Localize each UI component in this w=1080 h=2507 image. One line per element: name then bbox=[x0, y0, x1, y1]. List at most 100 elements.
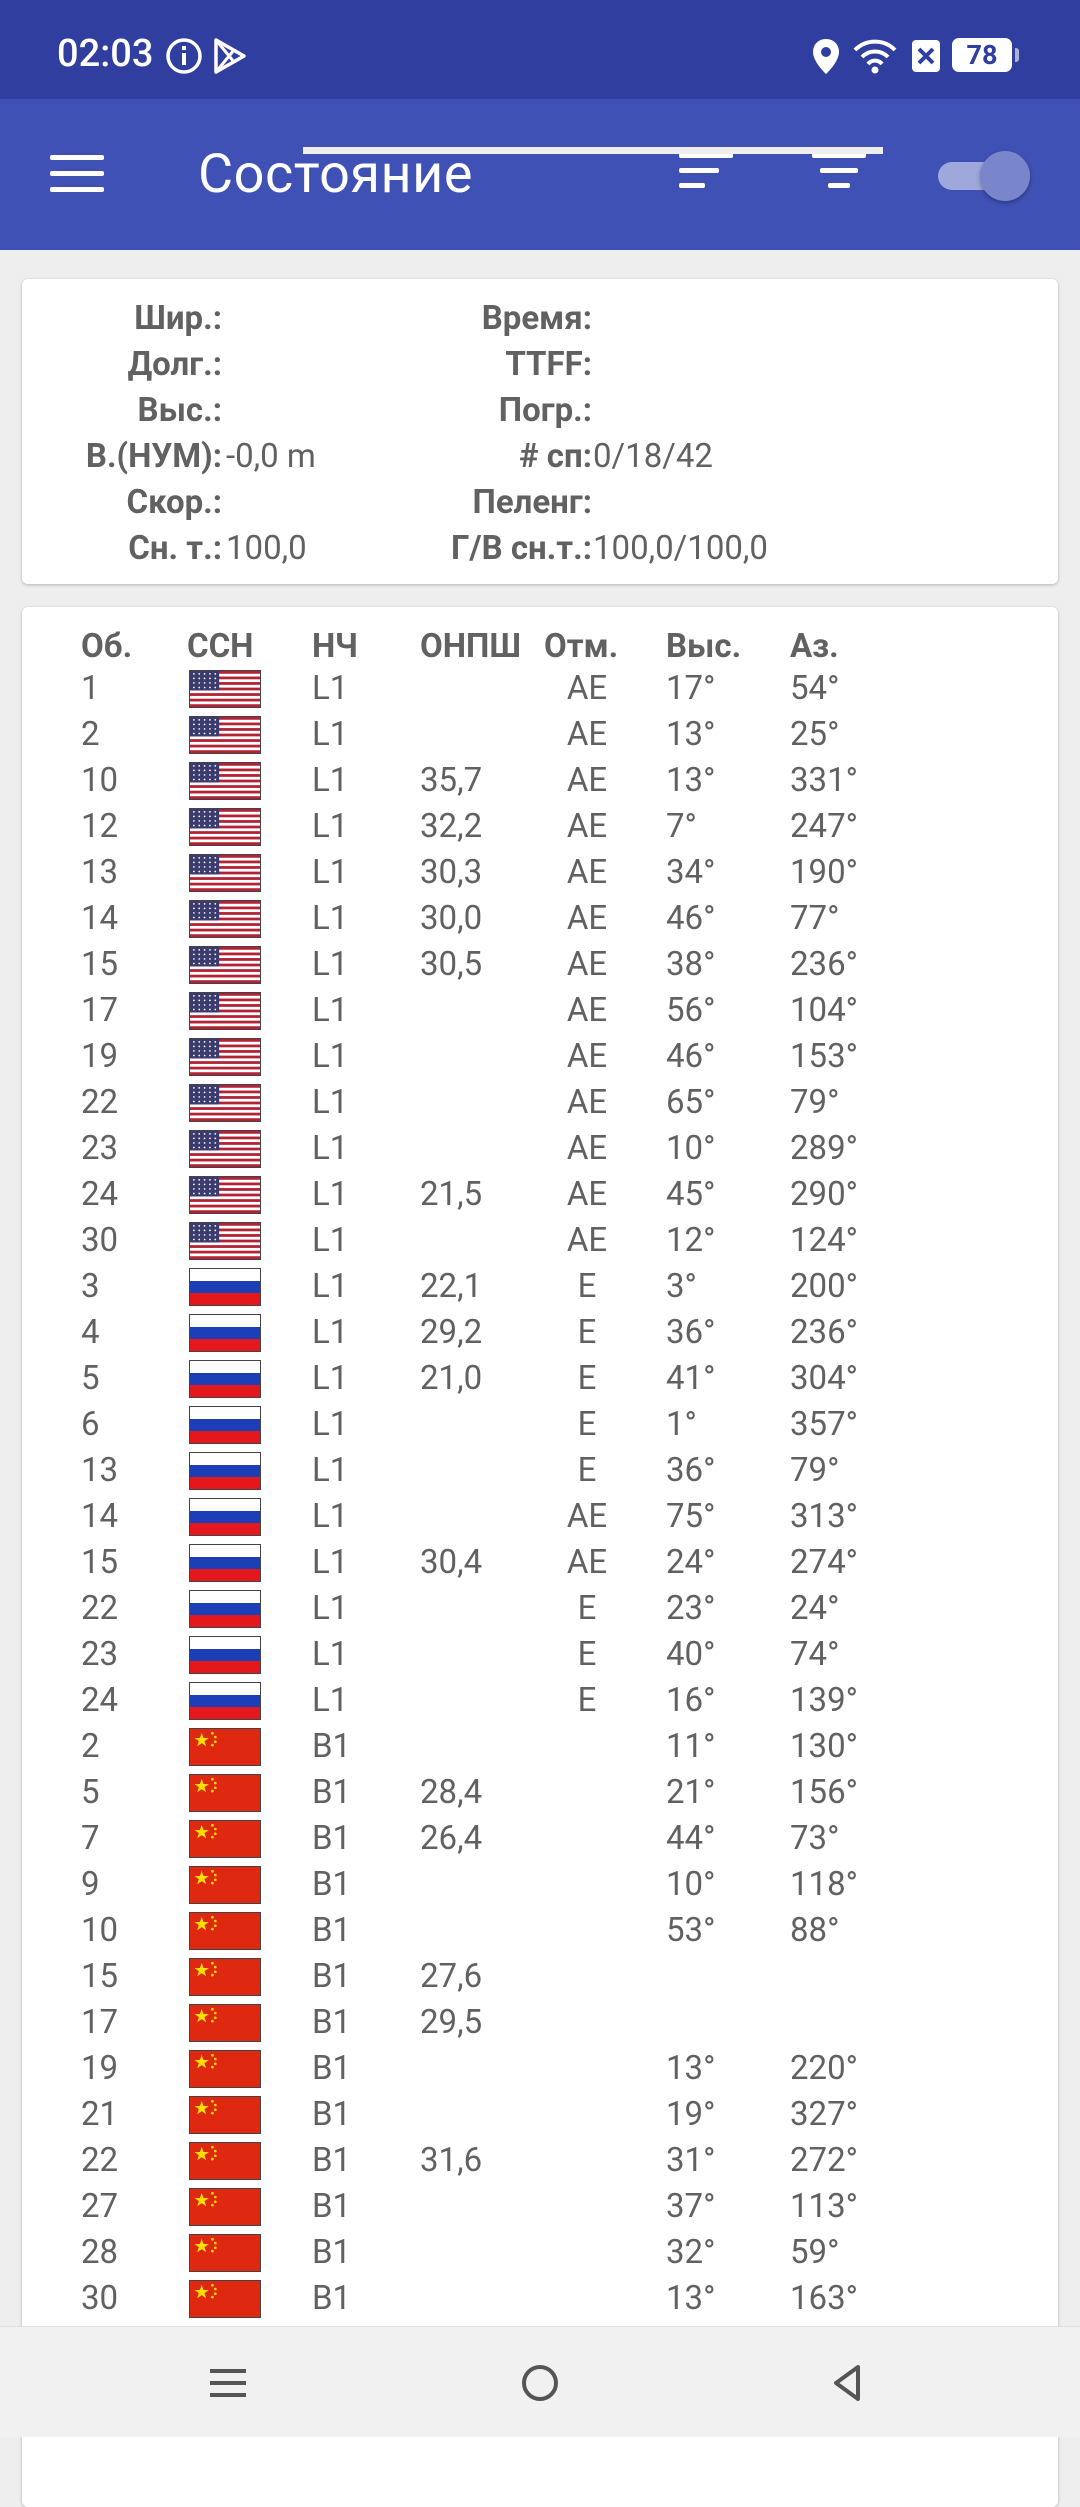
sat-elevation: 23° bbox=[666, 1589, 716, 1628]
sat-id: 2 bbox=[81, 1727, 100, 1766]
header-band[interactable]: НЧ bbox=[312, 627, 358, 666]
sat-band: L1 bbox=[312, 1681, 349, 1720]
sat-azimuth: 139° bbox=[790, 1681, 858, 1720]
info-label: TTFF: bbox=[505, 345, 592, 384]
gps-toggle-switch[interactable] bbox=[938, 149, 1030, 201]
satellite-row: 14 L1 AE 75° 313° bbox=[22, 1494, 1058, 1540]
sat-azimuth: 163° bbox=[790, 2279, 858, 2318]
sat-flags: E bbox=[577, 1635, 597, 1674]
china-flag-icon bbox=[189, 2234, 261, 2272]
menu-button[interactable] bbox=[50, 155, 104, 193]
info-label: # сп: bbox=[519, 437, 592, 476]
satellite-row: 1 L1 AE 17° 54° bbox=[22, 666, 1058, 712]
satellite-row: 12 L1 32,2 AE 7° 247° bbox=[22, 804, 1058, 850]
sat-elevation: 12° bbox=[666, 1221, 716, 1260]
filter-button[interactable] bbox=[812, 153, 866, 193]
home-icon[interactable] bbox=[512, 2355, 568, 2411]
sat-flags: AE bbox=[566, 899, 608, 938]
china-flag-icon bbox=[189, 1912, 261, 1950]
satellite-row: 23 L1 AE 10° 289° bbox=[22, 1126, 1058, 1172]
sat-elevation: 3° bbox=[666, 1267, 697, 1306]
sat-band: B1 bbox=[312, 2003, 352, 2042]
satellite-rows: 1 L1 AE 17° 54° 2 L1 AE 13° 25° 10 L1 35,7 AE 13° 331° 1… bbox=[22, 666, 1058, 2322]
china-flag-icon bbox=[189, 1774, 261, 1812]
satellite-table: Об. ССН НЧ ОНПШ Отм. Выс. Аз. 1 L1 AE 17° 54… bbox=[22, 607, 1058, 2507]
sat-snr: 30,0 bbox=[420, 899, 483, 938]
header-id[interactable]: Об. bbox=[81, 627, 133, 666]
sat-band: L1 bbox=[312, 669, 349, 708]
satellite-row: 10 B1 53° 88° bbox=[22, 1908, 1058, 1954]
sat-snr: 28,4 bbox=[420, 1773, 483, 1812]
sat-azimuth: 79° bbox=[790, 1451, 840, 1490]
sat-elevation: 17° bbox=[666, 669, 716, 708]
russia-flag-icon bbox=[189, 1636, 261, 1674]
satellite-row: 17 B1 29,5 bbox=[22, 2000, 1058, 2046]
sat-elevation: 40° bbox=[666, 1635, 716, 1674]
sat-id: 30 bbox=[81, 1221, 119, 1260]
sat-id: 19 bbox=[81, 1037, 119, 1076]
sat-band: B1 bbox=[312, 2279, 352, 2318]
satellite-row: 3 L1 22,1 E 3° 200° bbox=[22, 1264, 1058, 1310]
china-flag-icon bbox=[189, 2188, 261, 2226]
sat-elevation: 1° bbox=[666, 1405, 697, 1444]
sat-id: 21 bbox=[81, 2095, 119, 2134]
sat-flags: AE bbox=[566, 1497, 608, 1536]
recents-icon[interactable] bbox=[200, 2355, 256, 2411]
sat-snr: 29,5 bbox=[420, 2003, 483, 2042]
sat-flags: AE bbox=[566, 991, 608, 1030]
sat-band: B1 bbox=[312, 1819, 352, 1858]
china-flag-icon bbox=[189, 2004, 261, 2042]
satellite-row: 19 B1 13° 220° bbox=[22, 2046, 1058, 2092]
sat-id: 14 bbox=[81, 1497, 119, 1536]
sat-azimuth: 74° bbox=[790, 1635, 840, 1674]
play-store-icon bbox=[214, 38, 246, 74]
sort-button[interactable] bbox=[679, 153, 733, 193]
sat-id: 15 bbox=[81, 1543, 119, 1582]
sat-id: 17 bbox=[81, 2003, 119, 2042]
info-label: В.(НУМ): bbox=[85, 437, 222, 476]
china-flag-icon bbox=[189, 1820, 261, 1858]
info-value: 0/18/42 bbox=[593, 437, 713, 476]
russia-flag-icon bbox=[189, 1590, 261, 1628]
header-elevation[interactable]: Выс. bbox=[666, 627, 742, 666]
sat-azimuth: 153° bbox=[790, 1037, 858, 1076]
battery-icon: 78 bbox=[952, 38, 1019, 72]
sat-snr: 31,6 bbox=[420, 2141, 483, 2180]
sat-elevation: 36° bbox=[666, 1451, 716, 1490]
sat-azimuth: 236° bbox=[790, 1313, 858, 1352]
china-flag-icon bbox=[189, 2050, 261, 2088]
sat-snr: 21,5 bbox=[420, 1175, 483, 1214]
sat-azimuth: 190° bbox=[790, 853, 858, 892]
sat-band: B1 bbox=[312, 1773, 352, 1812]
sat-azimuth: 313° bbox=[790, 1497, 858, 1536]
sat-id: 2 bbox=[81, 715, 100, 754]
sat-azimuth: 54° bbox=[790, 669, 840, 708]
sat-azimuth: 274° bbox=[790, 1543, 858, 1582]
sat-id: 5 bbox=[81, 1359, 100, 1398]
header-flags[interactable]: Отм. bbox=[544, 627, 619, 666]
sat-snr: 29,2 bbox=[420, 1313, 483, 1352]
usa-flag-icon bbox=[189, 946, 261, 984]
info-row: Шир.: Время: bbox=[22, 296, 1058, 342]
sat-id: 28 bbox=[81, 2233, 119, 2272]
back-icon[interactable] bbox=[820, 2355, 876, 2411]
header-azimuth[interactable]: Аз. bbox=[790, 627, 839, 666]
china-flag-icon bbox=[189, 2142, 261, 2180]
sat-flags: AE bbox=[566, 669, 608, 708]
sat-azimuth: 272° bbox=[790, 2141, 858, 2180]
sat-azimuth: 304° bbox=[790, 1359, 858, 1398]
sat-elevation: 13° bbox=[666, 2049, 716, 2088]
info-label: Скор.: bbox=[126, 483, 222, 522]
info-row: В.(НУМ): -0,0 m # сп: 0/18/42 bbox=[22, 434, 1058, 480]
header-snr[interactable]: ОНПШ bbox=[420, 627, 521, 666]
header-gnss[interactable]: ССН bbox=[187, 627, 254, 666]
sat-flags: AE bbox=[566, 1129, 608, 1168]
sat-flags: E bbox=[577, 1589, 597, 1628]
sat-id: 10 bbox=[81, 1911, 119, 1950]
sat-id: 3 bbox=[81, 1267, 100, 1306]
sat-band: L1 bbox=[312, 853, 349, 892]
sat-band: L1 bbox=[312, 1359, 349, 1398]
sat-id: 14 bbox=[81, 899, 119, 938]
satellite-row: 2 L1 AE 13° 25° bbox=[22, 712, 1058, 758]
sat-elevation: 34° bbox=[666, 853, 716, 892]
